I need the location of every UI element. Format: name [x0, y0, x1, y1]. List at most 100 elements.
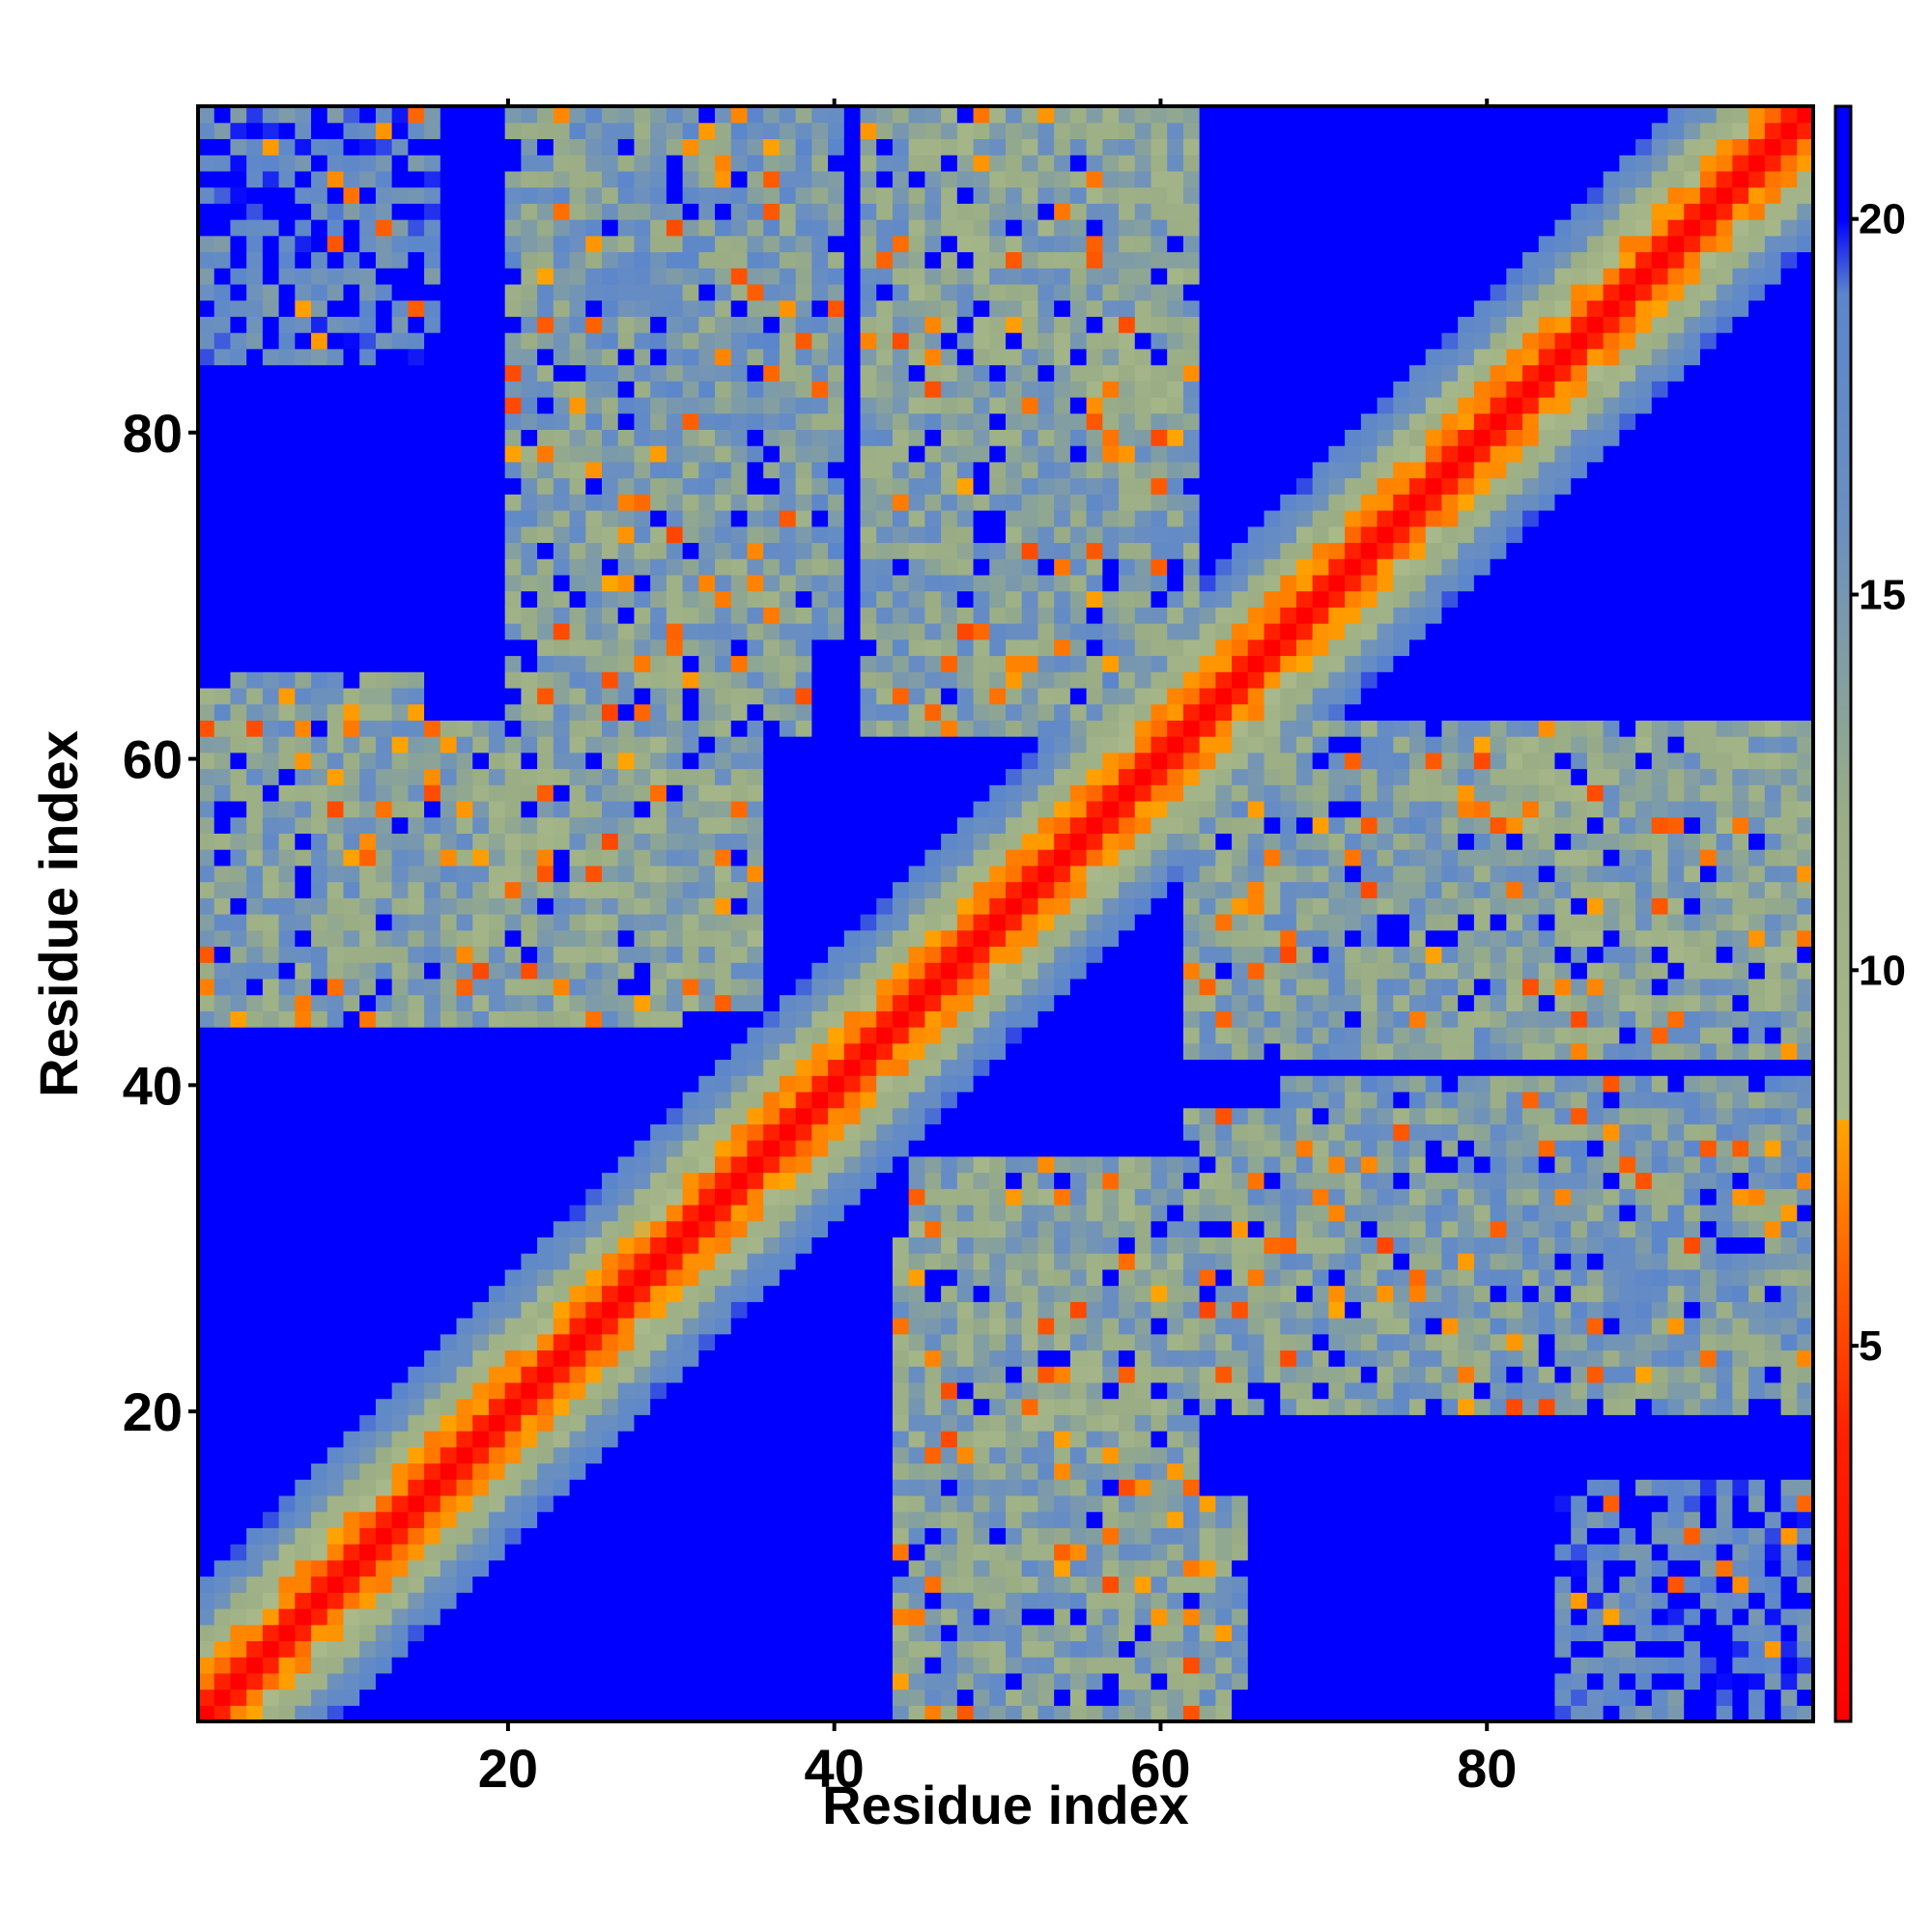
- heatmap-cell: [262, 978, 280, 996]
- heatmap-cell: [698, 1172, 716, 1189]
- heatmap-cell: [763, 962, 781, 980]
- heatmap-cell: [715, 1075, 732, 1093]
- heatmap-cell: [747, 914, 764, 931]
- heatmap-cell: [569, 607, 586, 624]
- heatmap-cell: [327, 929, 345, 948]
- heatmap-cell: [795, 1204, 812, 1222]
- heatmap-cell: [779, 752, 797, 770]
- heatmap-cell: [375, 1414, 393, 1432]
- heatmap-cell: [989, 299, 1007, 317]
- heatmap-cell: [763, 1446, 781, 1464]
- heatmap-cell: [278, 1188, 296, 1206]
- heatmap-cell: [246, 703, 264, 721]
- heatmap-cell: [602, 720, 619, 737]
- heatmap-cell: [828, 1494, 845, 1513]
- heatmap-cell: [779, 720, 797, 737]
- heatmap-cell: [456, 122, 473, 140]
- heatmap-cell: [278, 381, 296, 398]
- heatmap-cell: [924, 1107, 942, 1124]
- heatmap-cell: [941, 752, 958, 770]
- heatmap-cell: [876, 1607, 894, 1626]
- heatmap-cell: [795, 849, 812, 867]
- heatmap-cell: [408, 1155, 425, 1174]
- heatmap-cell: [311, 1576, 328, 1593]
- heatmap-cell: [924, 138, 942, 156]
- heatmap-cell: [860, 1010, 877, 1028]
- heatmap-cell: [828, 283, 845, 301]
- heatmap-cell: [585, 590, 603, 608]
- heatmap-cell: [795, 1414, 812, 1432]
- heatmap-cell: [408, 1042, 425, 1061]
- heatmap-cell: [602, 381, 619, 398]
- heatmap-cell: [843, 106, 862, 124]
- heatmap-cell: [488, 962, 506, 980]
- heatmap-cell: [715, 703, 732, 721]
- heatmap-cell: [682, 186, 699, 204]
- heatmap-cell: [198, 1463, 215, 1480]
- heatmap-cell: [908, 1576, 925, 1593]
- heatmap-cell: [488, 122, 506, 140]
- heatmap-cell: [843, 1172, 862, 1189]
- heatmap-cell: [553, 978, 571, 996]
- heatmap-cell: [488, 623, 506, 640]
- heatmap-cell: [908, 1366, 925, 1383]
- heatmap-cell: [359, 170, 377, 188]
- heatmap-cell: [715, 1253, 732, 1270]
- heatmap-cell: [569, 590, 586, 608]
- heatmap-cell: [359, 299, 377, 317]
- heatmap-cell: [795, 590, 812, 608]
- heatmap-cell: [892, 978, 910, 996]
- heatmap-cell: [230, 1446, 247, 1464]
- heatmap-cell: [876, 348, 894, 366]
- heatmap-cell: [747, 477, 764, 495]
- heatmap-cell: [634, 1527, 651, 1545]
- heatmap-cell: [262, 1705, 280, 1722]
- heatmap-cell: [908, 1689, 925, 1706]
- heatmap-cell: [213, 1705, 232, 1722]
- heatmap-cell: [924, 1059, 942, 1076]
- heatmap-cell: [763, 316, 781, 333]
- heatmap-cell: [843, 1576, 862, 1593]
- heatmap-cell: [311, 897, 328, 915]
- heatmap-cell: [424, 1689, 441, 1706]
- heatmap-cell: [391, 461, 409, 479]
- heatmap-cell: [941, 283, 958, 301]
- heatmap-cell: [811, 1527, 829, 1545]
- heatmap-cell: [602, 1075, 619, 1093]
- heatmap-cell: [763, 1123, 781, 1141]
- heatmap-cell: [828, 364, 845, 382]
- heatmap-cell: [860, 639, 877, 657]
- heatmap-cell: [941, 1672, 958, 1690]
- heatmap-cell: [956, 703, 975, 721]
- heatmap-cell: [504, 736, 522, 753]
- heatmap-cell: [424, 1544, 441, 1561]
- heatmap-cell: [553, 1059, 571, 1076]
- heatmap-cell: [262, 106, 280, 124]
- heatmap-cell: [504, 1366, 522, 1383]
- heatmap-cell: [715, 1318, 732, 1335]
- heatmap-cell: [262, 1236, 280, 1254]
- heatmap-cell: [440, 768, 458, 785]
- heatmap-cell: [456, 1463, 473, 1480]
- heatmap-cell: [246, 1494, 264, 1513]
- heatmap-cell: [375, 1285, 393, 1302]
- heatmap-cell: [828, 784, 845, 802]
- heatmap-cell: [763, 978, 781, 996]
- heatmap-cell: [650, 1301, 668, 1319]
- heatmap-cell: [246, 1059, 264, 1076]
- heatmap-cell: [843, 1188, 862, 1206]
- heatmap-cell: [359, 655, 377, 672]
- heatmap-cell: [682, 251, 699, 269]
- heatmap-cell: [698, 978, 716, 996]
- heatmap-cell: [521, 1398, 538, 1415]
- heatmap-cell: [715, 1576, 732, 1593]
- heatmap-cell: [602, 396, 619, 414]
- heatmap-cell: [504, 1188, 522, 1206]
- heatmap-cell: [924, 170, 942, 188]
- heatmap-cell: [698, 235, 716, 253]
- heatmap-cell: [424, 946, 441, 963]
- heatmap-cell: [698, 1640, 716, 1658]
- heatmap-cell: [666, 1640, 684, 1658]
- heatmap-cell: [213, 235, 232, 253]
- heatmap-cell: [650, 155, 668, 172]
